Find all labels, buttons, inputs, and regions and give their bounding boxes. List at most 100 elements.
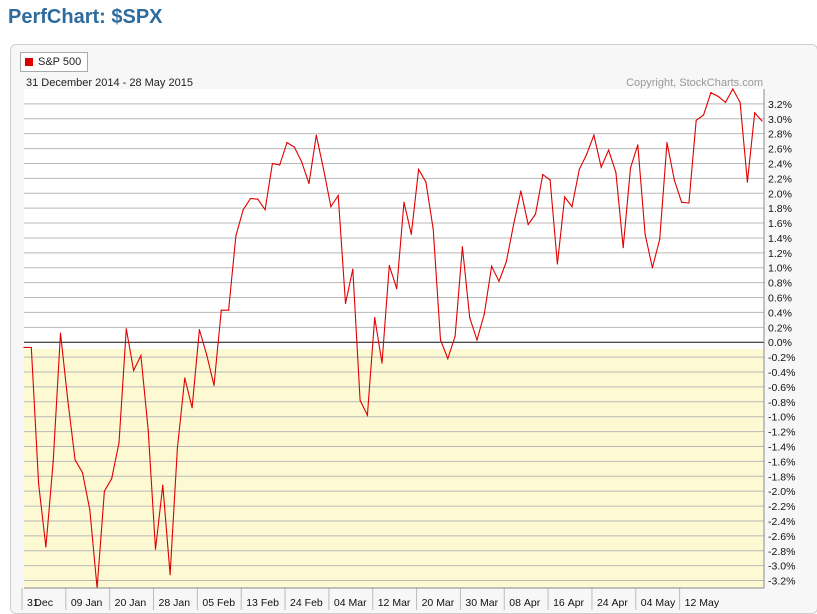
y-tick-label: 3.2% <box>768 99 792 111</box>
data-point <box>74 459 76 461</box>
x-tick-label: 12 <box>685 597 697 609</box>
y-tick-label: 1.4% <box>768 233 792 245</box>
date-range: 31 December 2014 - 28 May 2015 <box>26 77 193 89</box>
series-line-sp500 <box>24 87 763 589</box>
y-tick-label: 2.2% <box>768 173 792 185</box>
x-tick-label: 09 <box>71 597 83 609</box>
data-point <box>315 134 317 136</box>
data-point <box>637 144 639 146</box>
data-point <box>322 168 325 171</box>
x-tick-label: Feb <box>217 597 235 609</box>
data-point <box>344 302 347 305</box>
data-point <box>425 181 427 183</box>
x-tick-label: 28 <box>159 597 171 609</box>
data-point <box>396 288 398 290</box>
x-tick-label: 20 <box>115 597 127 609</box>
data-point <box>688 202 690 204</box>
data-point <box>67 399 69 401</box>
data-point <box>732 88 734 90</box>
data-point <box>249 197 252 200</box>
data-point <box>293 146 295 148</box>
data-point <box>162 484 164 486</box>
legend-label-sp500: S&P 500 <box>38 56 82 68</box>
x-tick-label: 12 <box>378 597 390 609</box>
x-tick-label: Mar <box>349 597 368 609</box>
data-point <box>512 223 515 226</box>
data-point <box>242 209 244 211</box>
data-point <box>359 399 361 401</box>
data-point <box>746 181 748 183</box>
y-tick-label: 3.0% <box>768 114 792 126</box>
data-point <box>644 233 646 235</box>
data-point <box>257 198 259 200</box>
data-point <box>169 573 171 576</box>
x-tick-label: 05 <box>202 597 214 609</box>
data-point <box>154 548 157 550</box>
data-point <box>754 112 756 114</box>
data-point <box>89 509 91 511</box>
data-point <box>235 235 237 237</box>
data-point <box>461 246 464 248</box>
x-tick-label: 24 <box>290 597 302 609</box>
data-point <box>198 328 200 331</box>
x-tick-label: May <box>655 597 676 609</box>
data-point <box>593 134 595 136</box>
y-tick-label: -0.4% <box>768 367 795 379</box>
data-point <box>133 369 135 372</box>
data-point <box>206 354 208 356</box>
data-point <box>622 247 624 249</box>
data-point <box>469 317 471 319</box>
data-point <box>140 355 142 357</box>
y-tick-label: 0.2% <box>768 322 792 334</box>
data-point <box>352 268 354 270</box>
y-tick-label: 0.6% <box>768 293 792 305</box>
x-tick-label: 24 <box>597 597 609 609</box>
data-point <box>286 142 288 144</box>
data-point <box>227 309 230 311</box>
x-tick-label: Apr <box>524 597 541 609</box>
data-point <box>556 263 559 265</box>
data-point <box>191 407 193 409</box>
data-point <box>176 447 179 449</box>
y-tick-label: 0.0% <box>768 337 792 349</box>
data-point <box>564 196 566 198</box>
y-tick-label: 1.2% <box>768 248 792 260</box>
data-point <box>81 471 84 474</box>
y-tick-label: -3.2% <box>768 576 795 588</box>
y-tick-label: 1.6% <box>768 218 792 230</box>
data-point <box>454 335 456 337</box>
x-tick-label: 31 <box>27 597 39 609</box>
data-point <box>607 149 610 151</box>
y-tick-label: -0.2% <box>768 352 795 364</box>
data-point <box>534 213 537 215</box>
y-tick-label: -0.8% <box>768 397 795 409</box>
plot-area-positive <box>24 89 764 349</box>
y-tick-label: -0.6% <box>768 382 795 394</box>
data-point <box>403 201 405 203</box>
data-point <box>629 167 632 169</box>
data-point <box>301 161 303 163</box>
x-tick-label: 08 <box>509 597 521 609</box>
data-point <box>308 182 310 185</box>
data-point <box>491 265 493 267</box>
y-tick-label: -3.0% <box>768 561 795 573</box>
legend-swatch-sp500 <box>25 58 33 66</box>
x-tick-label: Jan <box>85 597 102 609</box>
data-point <box>111 477 113 480</box>
data-point <box>213 384 215 387</box>
data-point <box>542 174 544 176</box>
data-point <box>184 377 186 379</box>
data-point <box>38 483 40 485</box>
y-tick-label: 1.8% <box>768 203 792 215</box>
page-title: PerfChart: $SPX <box>8 6 163 28</box>
data-point <box>125 328 127 330</box>
y-tick-label: 1.0% <box>768 263 792 275</box>
x-tick-label: 04 <box>641 597 653 609</box>
legend[interactable]: S&P 500 <box>20 52 89 72</box>
data-point <box>271 162 274 165</box>
x-tick-label: Feb <box>305 597 323 609</box>
data-point <box>147 429 149 431</box>
data-point <box>118 442 120 444</box>
y-tick-label: -2.2% <box>768 501 795 513</box>
